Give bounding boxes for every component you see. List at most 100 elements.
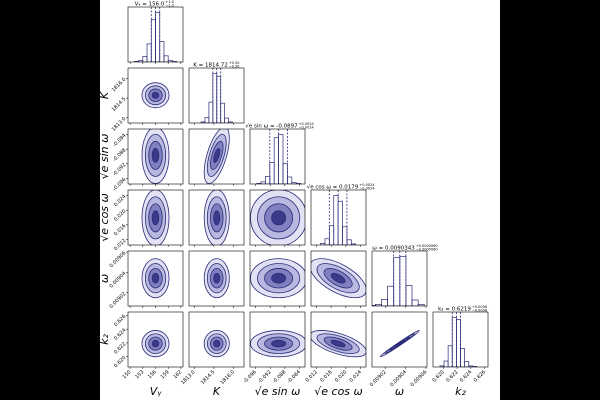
histogram-bin: [287, 176, 293, 184]
panel-content: [141, 258, 170, 299]
error-minus: −0.30: [229, 65, 240, 69]
y-axis-label: K: [98, 91, 111, 99]
x-axis-label: √e sin ω: [255, 385, 301, 398]
panel-content: [141, 82, 170, 109]
panel-content: [141, 190, 170, 245]
panel-title: √e sin ω = -0.0897: [245, 123, 298, 130]
error-plus: +0.30: [229, 61, 240, 65]
contour: [394, 339, 406, 348]
contour: [151, 91, 160, 99]
panel-content: [256, 129, 301, 184]
contour: [151, 339, 160, 348]
histogram-bin: [159, 41, 165, 62]
histogram-bin: [460, 348, 465, 367]
panel: [188, 67, 245, 125]
x-tick-label: 156: [147, 369, 158, 380]
histogram-bin: [342, 226, 348, 245]
histogram-bin: [224, 117, 229, 123]
panel-content: [133, 7, 178, 62]
histogram-bin: [216, 75, 222, 123]
contour: [213, 272, 221, 284]
x-tick-label: 0.016: [319, 369, 333, 383]
panel-content: [250, 258, 305, 299]
panel-title: ω = 0.0090343: [372, 246, 415, 252]
x-tick-label: -0.096: [242, 369, 258, 385]
contour: [213, 210, 221, 226]
panel: [249, 128, 306, 186]
histogram-bin: [399, 256, 407, 306]
histogram-bin: [464, 361, 470, 367]
panel-frame: [249, 189, 306, 246]
x-tick-label: 0.622: [445, 369, 459, 383]
histogram-bin: [405, 285, 413, 306]
x-tick-label: 150: [122, 369, 133, 380]
x-axis-label: ω: [395, 385, 404, 398]
y-tick-label: -0.092: [112, 162, 128, 178]
x-tick-label: 1813.0: [180, 369, 197, 386]
x-tick-label: 159: [160, 369, 171, 380]
histogram-bin: [350, 243, 357, 245]
panel: [127, 6, 184, 64]
histogram-bin: [337, 200, 343, 245]
histogram-bin: [269, 162, 275, 184]
x-tick-label: 0.024: [349, 369, 363, 383]
error-plus: +0.0000060: [416, 244, 438, 248]
y-tick-label: 1813.0: [111, 116, 128, 133]
panel-content: [200, 68, 233, 123]
y-tick-label: 1816.0: [111, 77, 128, 94]
panel: -0.096-0.092-0.088-0.084: [242, 311, 306, 385]
panel: [371, 250, 428, 308]
contour: [271, 272, 287, 284]
y-tick-label: 0.624: [113, 327, 127, 341]
panel-frame: [188, 189, 245, 246]
y-tick-label: 0.020: [113, 208, 127, 222]
x-tick-label: -0.088: [272, 369, 288, 385]
histogram-bin: [411, 299, 419, 306]
panel-frame: [371, 311, 428, 368]
histogram-bin: [328, 225, 335, 245]
histogram-bin: [346, 239, 352, 245]
y-axis-label: √e cos ω: [98, 193, 111, 242]
y-tick-label: 0.00902: [109, 291, 128, 310]
error-minus: −0.0024: [299, 126, 315, 130]
contour: [213, 147, 221, 163]
histogram-bin: [146, 43, 152, 62]
x-tick-label: 0.620: [431, 369, 445, 383]
panel-frame: [249, 128, 306, 185]
panel-frame: [188, 67, 245, 124]
panel-content: [372, 251, 425, 306]
panel-title: k₂ = 0.6219: [438, 307, 471, 313]
contour: [151, 272, 160, 284]
histogram-bin: [260, 181, 266, 184]
histogram-bin: [393, 257, 401, 306]
panel: [188, 128, 245, 186]
x-axis-label: K: [213, 385, 221, 398]
panel: [310, 250, 367, 308]
panel-content: [141, 129, 170, 184]
y-tick-label: 0.00906: [109, 250, 128, 269]
panel-content: [439, 312, 478, 367]
histogram-bin: [220, 102, 225, 123]
error-plus: +0.0024: [359, 183, 375, 187]
histogram-bin: [447, 345, 453, 367]
panel-content: [203, 129, 230, 184]
panel-content: [203, 258, 230, 299]
error-minus: −0.0006: [472, 309, 487, 313]
panel-frame: [310, 311, 367, 368]
panel-frame: [371, 250, 428, 307]
histogram-bin: [273, 137, 279, 184]
y-tick-label: -0.084: [112, 133, 128, 149]
panel-frame: [188, 128, 245, 185]
panel: [310, 189, 367, 247]
y-tick-label: 0.012: [113, 238, 127, 252]
y-tick-label: 1814.5: [111, 96, 128, 113]
y-tick-label: -0.096: [112, 177, 128, 193]
x-tick-label: -0.092: [257, 369, 273, 385]
histogram-bin: [282, 163, 288, 184]
